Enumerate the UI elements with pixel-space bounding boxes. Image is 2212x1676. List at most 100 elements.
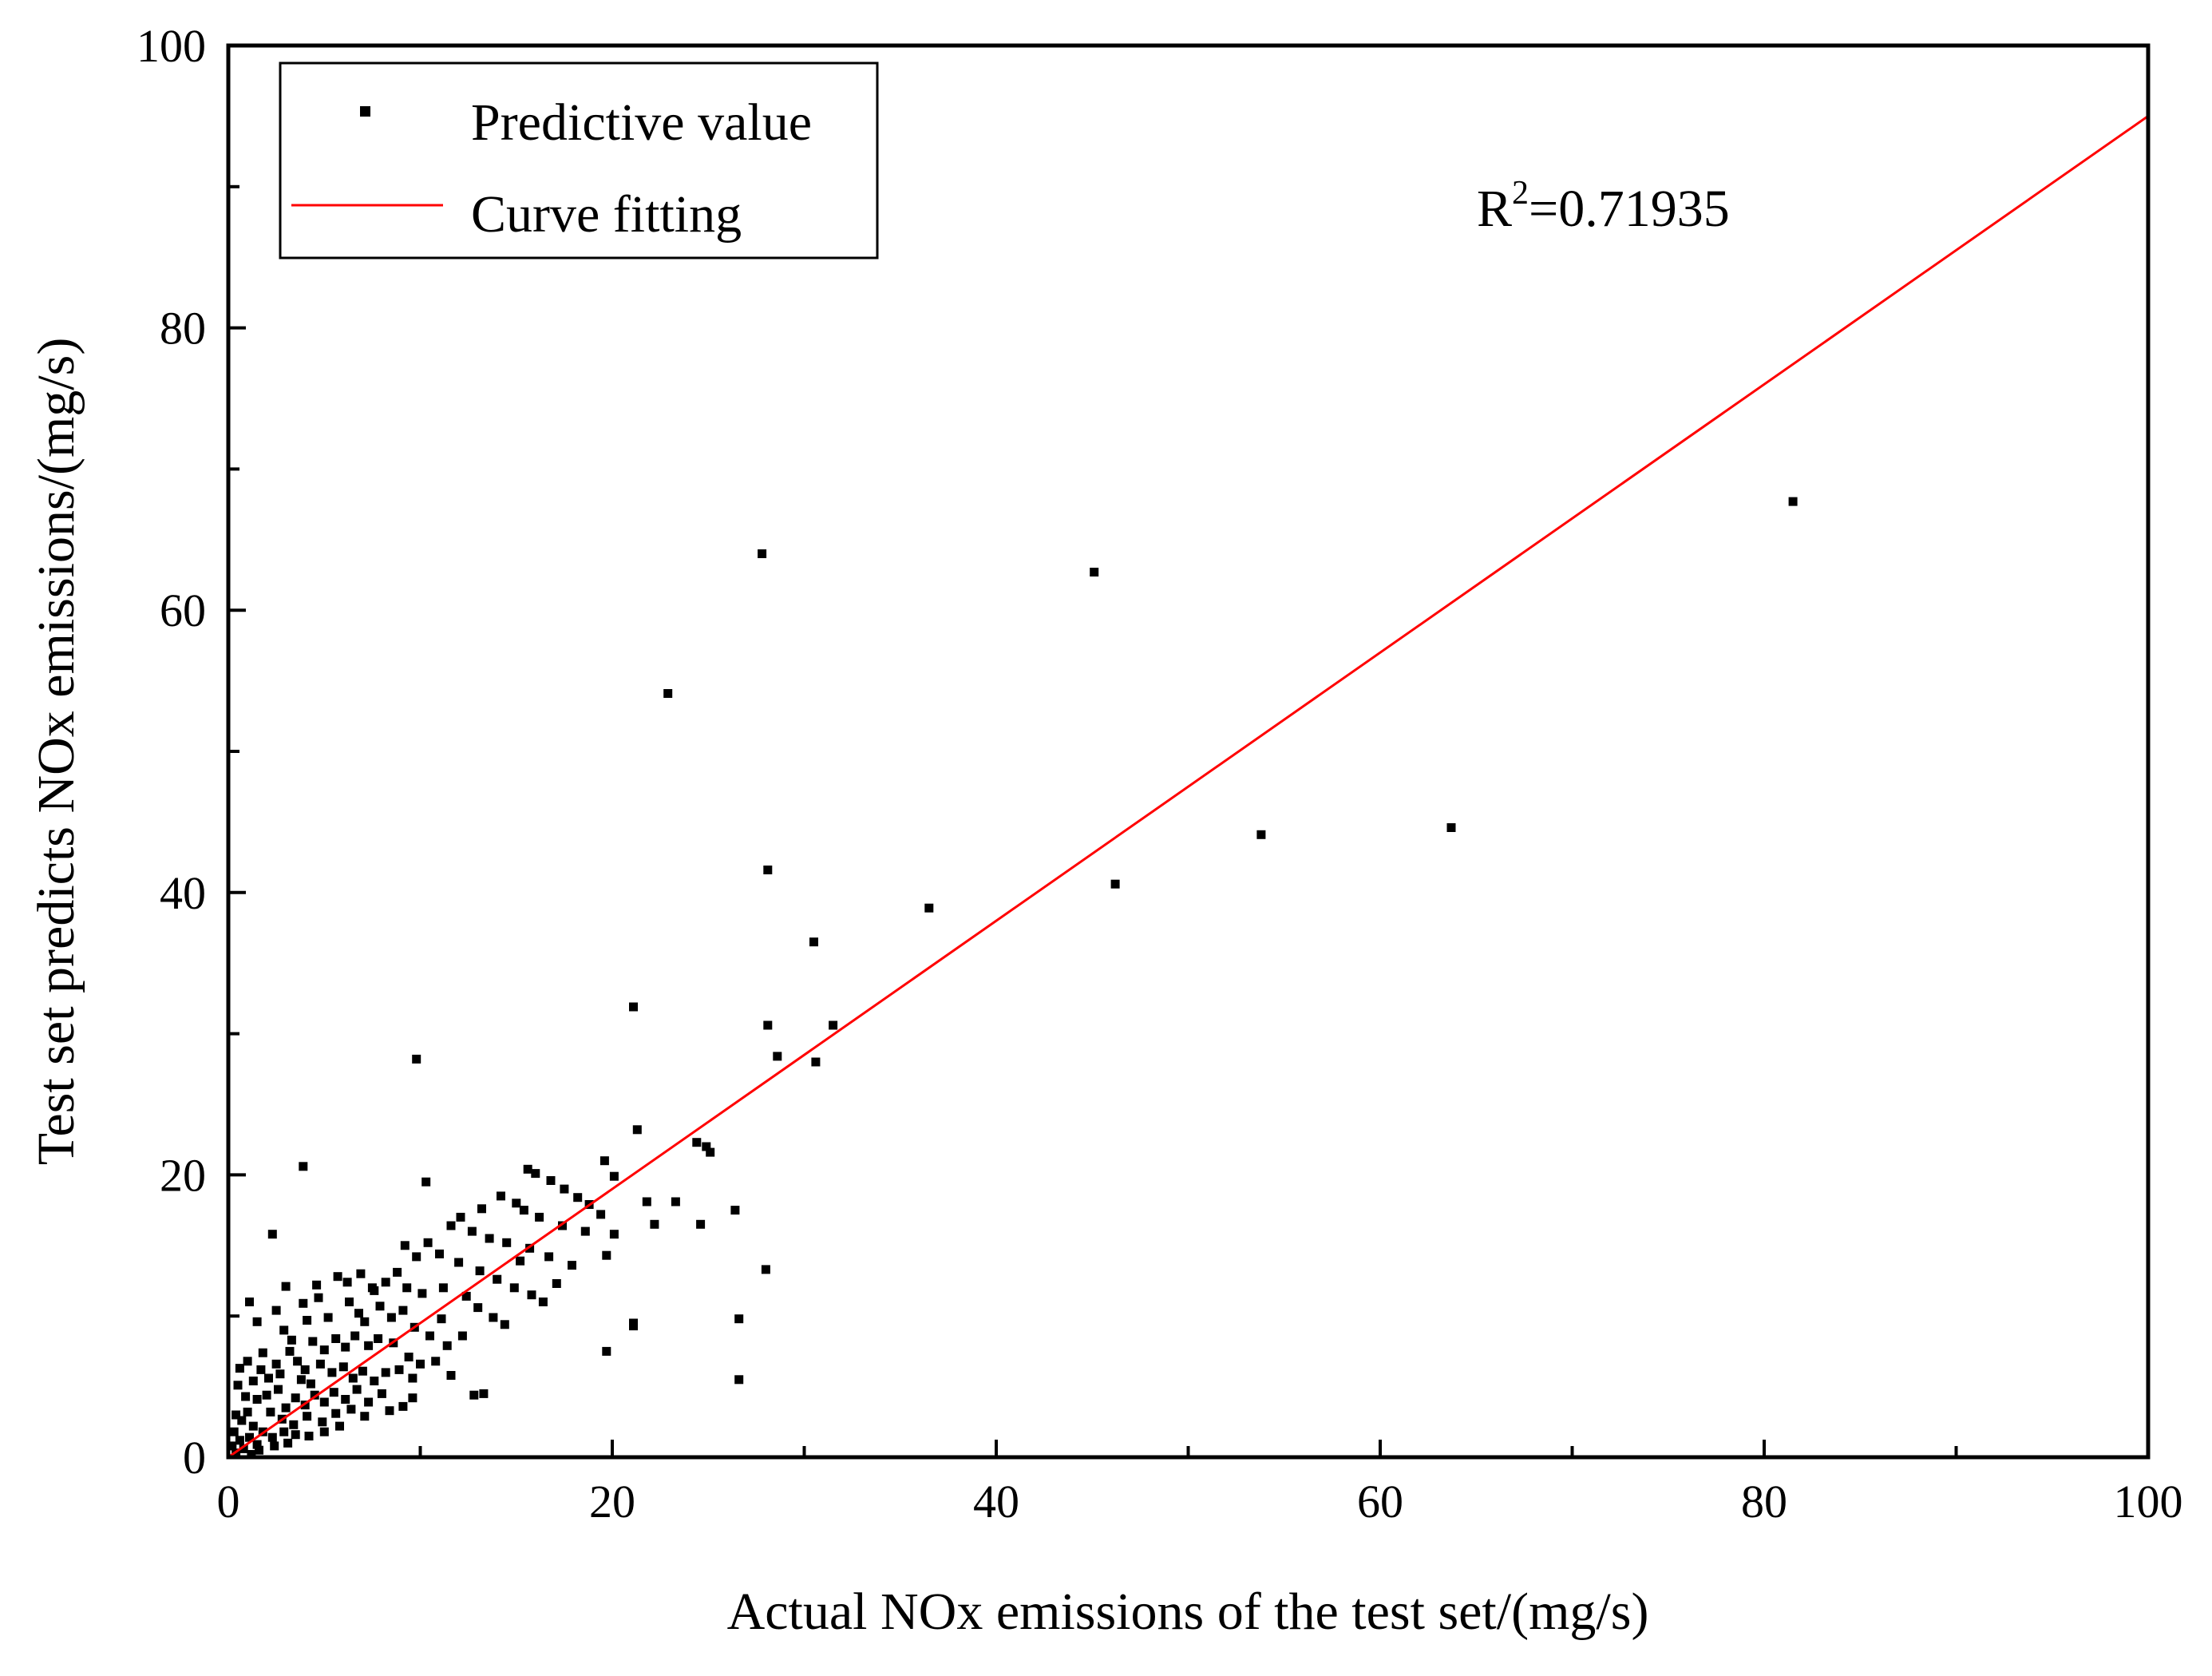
- data-point-176: [258, 1348, 267, 1357]
- y-tick-label-40: 40: [160, 867, 206, 919]
- x-axis-title: Actual NOx emissions of the test set/(mg…: [727, 1583, 1649, 1641]
- data-point-143: [289, 1420, 299, 1429]
- data-point-6: [1110, 879, 1120, 889]
- data-point-124: [377, 1389, 386, 1398]
- data-point-140: [252, 1395, 262, 1404]
- data-point-46: [558, 1221, 567, 1230]
- data-point-8: [1446, 823, 1456, 832]
- data-point-106: [323, 1313, 333, 1322]
- data-point-50: [446, 1221, 456, 1230]
- data-point-145: [318, 1417, 327, 1427]
- data-point-72: [381, 1278, 390, 1287]
- data-point-163: [252, 1440, 262, 1449]
- r-squared-sup: 2: [1512, 175, 1529, 212]
- legend-marker-square: [360, 106, 370, 117]
- data-point-137: [248, 1377, 258, 1385]
- y-tick-label-0: 0: [183, 1432, 206, 1484]
- data-point-128: [329, 1388, 338, 1397]
- data-point-91: [425, 1331, 434, 1341]
- data-point-118: [327, 1368, 337, 1377]
- data-point-107: [308, 1337, 318, 1346]
- data-point-34: [602, 1346, 611, 1356]
- data-point-189: [262, 1390, 271, 1400]
- data-point-105: [303, 1316, 312, 1325]
- data-points: [228, 497, 1798, 1459]
- data-point-178: [287, 1335, 296, 1345]
- data-point-188: [296, 1375, 306, 1385]
- data-point-38: [546, 1176, 556, 1185]
- data-point-152: [243, 1407, 252, 1416]
- data-point-175: [233, 1381, 243, 1390]
- data-point-47: [580, 1226, 590, 1236]
- data-point-69: [538, 1298, 548, 1306]
- data-point-0: [758, 549, 767, 558]
- data-point-139: [235, 1364, 244, 1373]
- data-point-68: [527, 1290, 536, 1300]
- y-axis-title: Test set predicts NOx emissions/(mg/s): [27, 338, 85, 1166]
- data-point-18: [702, 1142, 711, 1151]
- data-point-172: [319, 1427, 329, 1436]
- data-point-87: [375, 1302, 385, 1311]
- data-point-134: [274, 1385, 283, 1394]
- data-point-3: [663, 689, 673, 698]
- data-point-127: [341, 1395, 350, 1404]
- data-point-7: [1256, 830, 1266, 839]
- data-point-133: [281, 1403, 291, 1413]
- data-point-53: [502, 1238, 512, 1247]
- data-point-37: [531, 1169, 540, 1179]
- data-point-112: [364, 1341, 374, 1350]
- y-tick-label-60: 60: [160, 584, 206, 636]
- data-point-73: [393, 1267, 402, 1277]
- data-point-88: [386, 1313, 396, 1322]
- data-point-173: [335, 1421, 344, 1431]
- data-point-77: [438, 1283, 448, 1293]
- data-point-19: [706, 1147, 715, 1157]
- data-point-40: [573, 1193, 583, 1203]
- data-point-62: [400, 1241, 410, 1250]
- data-point-122: [370, 1377, 379, 1385]
- data-point-84: [345, 1298, 354, 1306]
- data-point-103: [333, 1272, 342, 1282]
- data-point-183: [299, 1298, 308, 1308]
- data-point-48: [477, 1204, 486, 1214]
- fit-line: [228, 115, 2149, 1459]
- data-point-184: [314, 1293, 323, 1302]
- data-point-23: [599, 1156, 609, 1166]
- data-point-45: [535, 1212, 544, 1222]
- data-point-126: [352, 1385, 362, 1394]
- x-tick-label-60: 60: [1357, 1476, 1403, 1527]
- data-point-60: [423, 1238, 433, 1247]
- data-point-43: [512, 1199, 521, 1208]
- data-point-56: [568, 1261, 576, 1270]
- data-point-94: [446, 1371, 456, 1380]
- data-point-166: [255, 1445, 263, 1455]
- data-point-29: [267, 1230, 277, 1239]
- data-point-16: [632, 1125, 642, 1135]
- data-point-177: [271, 1359, 281, 1369]
- data-point-22: [609, 1171, 619, 1181]
- data-point-141: [266, 1407, 275, 1416]
- data-point-33: [734, 1314, 744, 1324]
- x-tick-label-0: 0: [217, 1476, 240, 1527]
- data-point-79: [473, 1303, 483, 1313]
- data-point-35: [734, 1375, 744, 1385]
- data-point-146: [331, 1409, 341, 1418]
- data-point-80: [489, 1313, 498, 1322]
- data-point-114: [285, 1346, 295, 1356]
- data-point-182: [271, 1306, 281, 1315]
- data-point-187: [367, 1283, 377, 1293]
- data-point-57: [602, 1250, 611, 1260]
- data-point-155: [248, 1421, 258, 1431]
- data-point-104: [281, 1282, 291, 1291]
- data-point-161: [235, 1436, 244, 1445]
- data-point-144: [303, 1412, 312, 1421]
- data-point-180: [252, 1317, 262, 1326]
- data-point-12: [773, 1052, 782, 1061]
- data-point-78: [461, 1291, 471, 1301]
- data-point-185: [342, 1278, 352, 1287]
- data-point-117: [315, 1359, 325, 1369]
- data-point-75: [402, 1283, 412, 1293]
- data-point-191: [306, 1379, 315, 1389]
- data-point-135: [264, 1373, 273, 1383]
